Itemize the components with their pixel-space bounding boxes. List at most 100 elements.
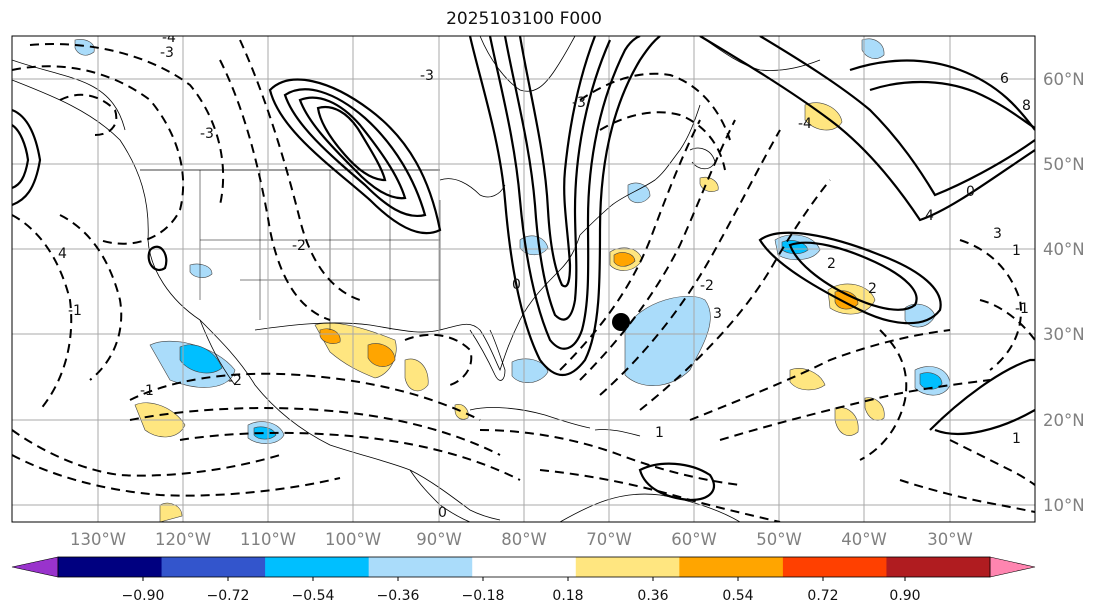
contour-ridge-east bbox=[518, 36, 597, 288]
latitude-label: 30°N bbox=[1043, 325, 1085, 344]
colorbar-segment bbox=[886, 557, 991, 577]
contour-ne-atlantic bbox=[699, 36, 1035, 222]
colorbar-segment bbox=[58, 557, 163, 577]
shade-light-blue bbox=[189, 263, 213, 278]
baja bbox=[199, 319, 236, 386]
contour-central bbox=[239, 39, 361, 301]
contour-ridge-east bbox=[468, 36, 661, 376]
shade-orange bbox=[613, 252, 636, 267]
contour-label: 0 bbox=[966, 184, 975, 200]
map-border bbox=[11, 35, 1036, 523]
contour-label: -2 bbox=[228, 373, 242, 389]
contour-small bbox=[638, 462, 715, 502]
latitude-label: 10°N bbox=[1043, 496, 1085, 515]
contour-label: -3 bbox=[160, 45, 174, 61]
longitude-label: 130°W bbox=[70, 530, 126, 549]
contour-label: 6 bbox=[1000, 71, 1009, 87]
colorbar-segment bbox=[575, 557, 680, 577]
contour-trough-west bbox=[12, 454, 341, 497]
shade-yellow bbox=[159, 502, 183, 522]
state-borders bbox=[199, 170, 441, 330]
contour-ridge-west bbox=[298, 96, 407, 200]
contour-label: 2 bbox=[868, 281, 877, 297]
contour-atlantic bbox=[639, 179, 831, 411]
longitude-label: 60°W bbox=[671, 530, 717, 549]
chart-title: 2025103100 F000 bbox=[446, 9, 602, 29]
colorbar-border bbox=[57, 556, 991, 578]
colorbar-tick-label: −0.72 bbox=[207, 588, 250, 604]
gulf-coast bbox=[254, 234, 581, 372]
great-lakes bbox=[439, 178, 506, 198]
contour-west-edge bbox=[12, 108, 42, 207]
colorbar: −0.90 −0.72 −0.54 −0.36 −0.18 0.18 0.36 … bbox=[11, 556, 1036, 604]
colorbar-segment bbox=[265, 557, 370, 577]
contour-label: 1 bbox=[1012, 243, 1021, 259]
contour-ne bbox=[599, 111, 726, 171]
shade-yellow bbox=[789, 368, 826, 391]
contour-atlantic bbox=[599, 129, 781, 396]
contour-label: -1 bbox=[68, 303, 82, 319]
shade-light-blue bbox=[511, 358, 549, 383]
longitude-label: 100°W bbox=[325, 530, 381, 549]
contour-east bbox=[899, 479, 1035, 513]
shade-cyan bbox=[179, 344, 223, 374]
contour-trough-west bbox=[12, 214, 73, 411]
colorbar-tick-label: 0.90 bbox=[889, 588, 920, 604]
contour-atlantic bbox=[719, 379, 991, 441]
latitude-label: 60°N bbox=[1043, 70, 1085, 89]
colorbar-extend-high bbox=[989, 556, 1036, 578]
contour-trough-west bbox=[12, 429, 281, 477]
colorbar-tick-label: 0.72 bbox=[807, 588, 838, 604]
colorbar-segment bbox=[679, 557, 784, 577]
contour-trough-west bbox=[29, 43, 225, 206]
contour-label: -1 bbox=[1015, 301, 1029, 317]
position-marker bbox=[612, 313, 630, 331]
latitude-label: 20°N bbox=[1043, 411, 1085, 430]
shade-orange bbox=[834, 290, 859, 310]
east-coast bbox=[579, 104, 701, 236]
contour-label: -3 bbox=[420, 68, 434, 84]
contour-label: 0 bbox=[438, 505, 447, 521]
longitude-label: 30°W bbox=[927, 530, 973, 549]
shade-light-blue bbox=[74, 39, 95, 56]
colorbar-tick-label: 0.36 bbox=[637, 588, 668, 604]
shade-light-blue bbox=[861, 38, 885, 59]
contour-ne-atlantic bbox=[849, 59, 1035, 131]
colorbar-tick-label: 0.18 bbox=[552, 588, 583, 604]
longitude-label: 110°W bbox=[240, 530, 296, 549]
shade-cyan bbox=[253, 426, 277, 440]
contour-label: 1 bbox=[1012, 431, 1021, 447]
shade-light-blue bbox=[624, 295, 711, 386]
contour-label: 0 bbox=[512, 277, 521, 293]
colorbar-segment bbox=[368, 557, 473, 577]
contour-west-edge bbox=[12, 124, 30, 190]
contour-label: -2 bbox=[292, 238, 306, 254]
contour-trough-west bbox=[59, 214, 123, 381]
contour-atlantic bbox=[479, 429, 741, 486]
contour-label: -4 bbox=[162, 30, 176, 46]
contour-ridge-east bbox=[488, 36, 641, 350]
greenland bbox=[699, 36, 821, 71]
contour-central bbox=[129, 407, 501, 456]
latitude-labels: 60°N 50°N 40°N 30°N 20°N 10°N bbox=[1043, 70, 1085, 515]
colorbar-tick-label: −0.36 bbox=[377, 588, 420, 604]
shade-light-blue bbox=[627, 182, 651, 204]
contour-label: -1 bbox=[140, 383, 154, 399]
contour-ne-atlantic bbox=[869, 80, 1035, 129]
longitude-label: 90°W bbox=[416, 530, 462, 549]
longitude-label: 50°W bbox=[756, 530, 802, 549]
longitude-label: 120°W bbox=[155, 530, 211, 549]
colorbar-segment bbox=[161, 557, 266, 577]
shade-yellow bbox=[864, 397, 885, 421]
shade-orange bbox=[367, 343, 396, 367]
contour-label: -2 bbox=[700, 278, 714, 294]
colorbar-segment bbox=[472, 557, 577, 577]
negative-contours bbox=[12, 39, 1035, 522]
contour-atlantic bbox=[559, 119, 701, 371]
contour-atlantic bbox=[689, 329, 951, 421]
contour-mid-atlantic bbox=[758, 231, 942, 325]
contour-ridge-west bbox=[283, 88, 427, 218]
contour-label: 4 bbox=[925, 208, 934, 224]
colorbar-extend-low bbox=[11, 556, 59, 578]
